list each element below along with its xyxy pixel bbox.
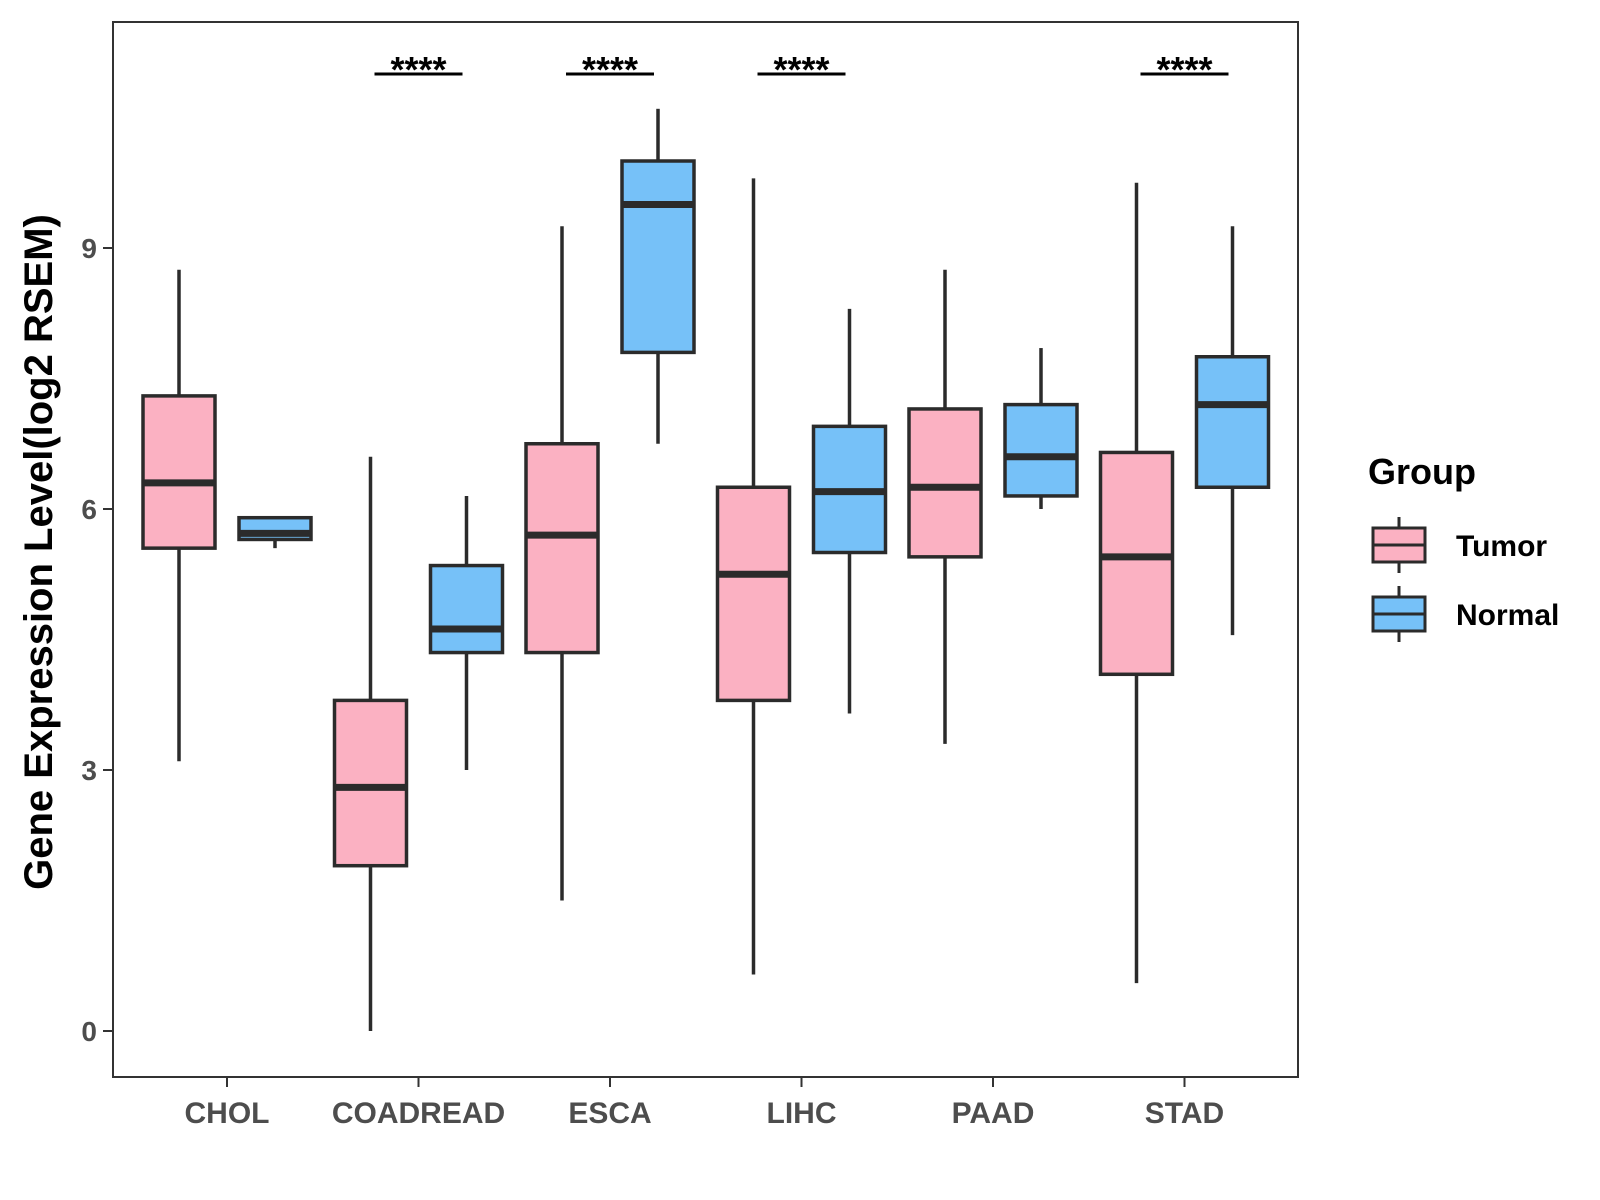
- box-normal-stad: [1194, 226, 1271, 636]
- box-iqr: [428, 563, 505, 655]
- boxes: [141, 108, 1271, 1031]
- y-axis: 0 3 6 9: [81, 233, 113, 1047]
- plot-panel: [112, 21, 1299, 1078]
- x-tick-label: COADREAD: [332, 1097, 505, 1130]
- box-iqr: [907, 407, 983, 559]
- significance-label: ****: [390, 49, 446, 90]
- box-tumor-lihc: [715, 178, 792, 975]
- y-tick-label: 9: [81, 233, 97, 264]
- x-tick-label: ESCA: [568, 1097, 651, 1130]
- box-normal-lihc: [811, 308, 888, 714]
- x-tick-label: CHOL: [185, 1097, 270, 1130]
- significance-label: ****: [582, 49, 638, 90]
- legend-label: Tumor: [1456, 530, 1547, 563]
- box-iqr: [332, 698, 409, 868]
- box-iqr: [620, 159, 696, 355]
- significance-label: ****: [773, 49, 829, 90]
- x-tick-label: LIHC: [767, 1097, 837, 1130]
- legend-title: Group: [1368, 451, 1476, 492]
- box-normal-coadread: [428, 495, 505, 770]
- y-tick-label: 3: [81, 755, 97, 786]
- box-tumor-esca: [524, 226, 600, 901]
- box-tumor-paad: [907, 269, 983, 744]
- box-iqr: [1003, 402, 1079, 498]
- x-axis: CHOL COADREAD ESCA LIHC PAAD STAD: [185, 1077, 1224, 1130]
- legend: Group Tumor Normal: [1368, 451, 1559, 642]
- significance-annotations: **** **** **** ****: [374, 49, 1229, 90]
- box-iqr: [1194, 355, 1271, 489]
- y-tick-label: 0: [81, 1016, 97, 1047]
- plot-border: [112, 21, 1299, 1078]
- box-tumor-stad: [1098, 182, 1175, 984]
- box-tumor-chol: [141, 269, 217, 762]
- y-axis-label: Gene Expression Level(log2 RSEM): [17, 214, 61, 890]
- box-iqr: [1098, 450, 1175, 677]
- box-iqr: [715, 485, 792, 703]
- box-normal-paad: [1003, 348, 1079, 509]
- box-iqr: [524, 442, 600, 655]
- box-normal-esca: [620, 108, 696, 444]
- y-tick-label: 6: [81, 494, 97, 525]
- significance-label: ****: [1156, 49, 1212, 90]
- x-tick-label: STAD: [1145, 1097, 1224, 1130]
- x-tick-label: PAAD: [952, 1097, 1035, 1130]
- box-normal-chol: [237, 515, 313, 549]
- legend-item-tumor: Tumor: [1371, 517, 1547, 573]
- legend-label: Normal: [1456, 599, 1559, 632]
- legend-item-normal: Normal: [1371, 586, 1559, 642]
- box-iqr: [141, 394, 217, 550]
- box-tumor-coadread: [332, 456, 409, 1031]
